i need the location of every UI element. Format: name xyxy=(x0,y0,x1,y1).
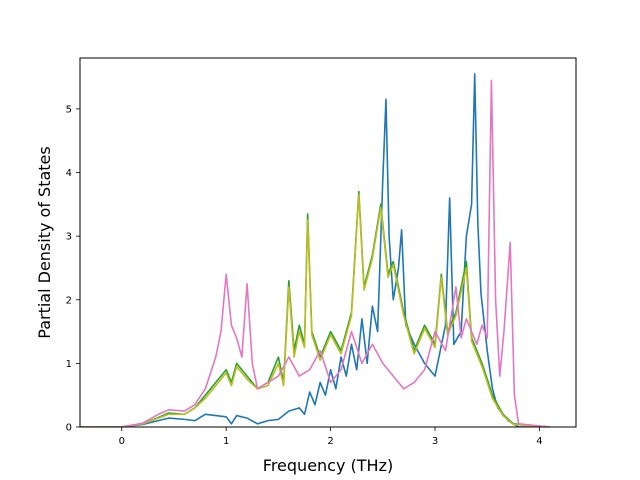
x-tick-label: 3 xyxy=(432,436,438,447)
x-axis-label: Frequency (THz) xyxy=(263,456,393,475)
series-line-1 xyxy=(80,73,550,427)
y-axis-ticks: 0 1 2 3 4 5 xyxy=(66,104,80,434)
x-axis-ticks: 0 1 2 3 4 xyxy=(119,427,543,447)
x-tick-label: 2 xyxy=(327,436,333,447)
plot-frame xyxy=(79,57,577,428)
x-tick-label: 1 xyxy=(223,436,229,447)
series-line-4 xyxy=(80,79,550,427)
y-tick-label: 2 xyxy=(66,295,72,306)
series-layer xyxy=(80,73,550,427)
y-tick-label: 0 xyxy=(66,423,72,434)
series-line-3 xyxy=(80,193,550,427)
x-tick-label: 0 xyxy=(119,436,125,447)
y-tick-label: 4 xyxy=(66,168,72,179)
y-tick-label: 3 xyxy=(66,232,72,243)
y-tick-label: 1 xyxy=(66,359,72,370)
y-axis-label: Partial Density of States xyxy=(35,146,54,338)
y-tick-label: 5 xyxy=(66,104,72,115)
x-tick-label: 4 xyxy=(536,436,542,447)
